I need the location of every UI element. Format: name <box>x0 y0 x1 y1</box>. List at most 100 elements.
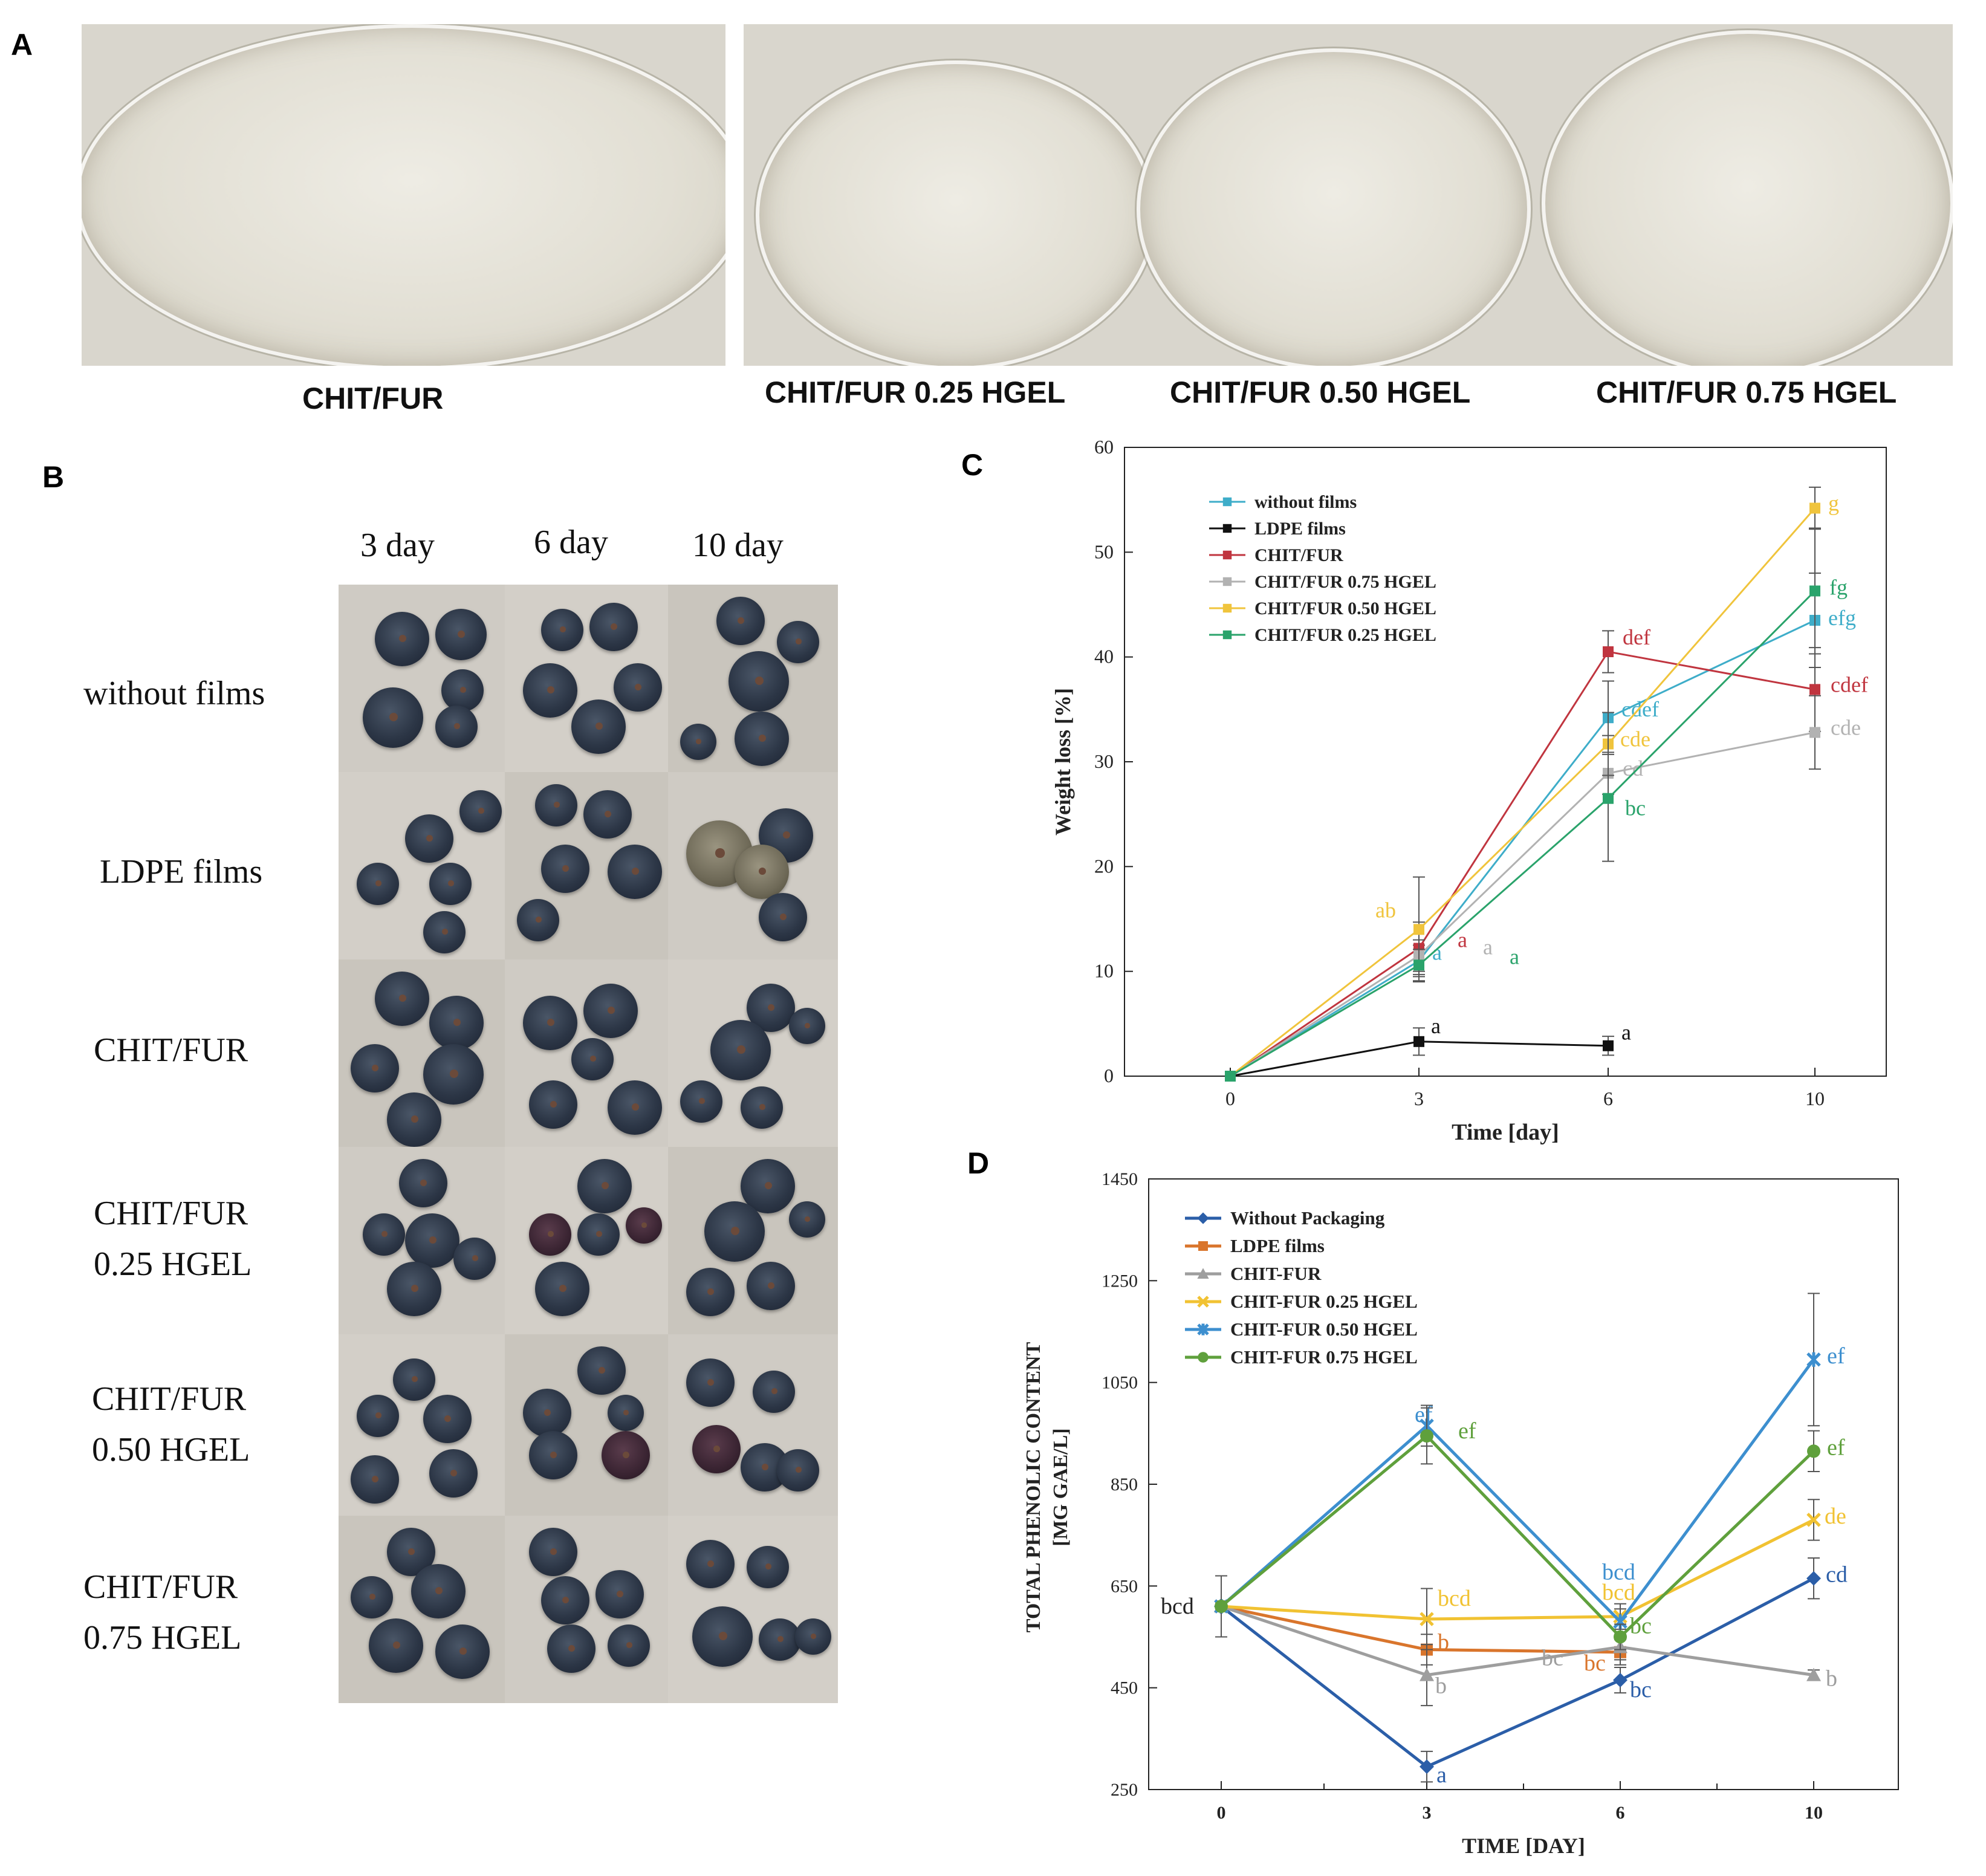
berry-cell <box>339 959 505 1147</box>
col-head-6-day: 6 day <box>534 524 608 561</box>
significance-label: b <box>1826 1666 1837 1692</box>
y-axis-label-line1: TOTAL PHENOLIC CONTENT <box>1022 1342 1045 1632</box>
significance-label: ef <box>1827 1343 1845 1369</box>
data-point <box>1809 502 1820 514</box>
blueberry <box>375 972 429 1026</box>
significance-label: def <box>1623 625 1650 649</box>
blueberry <box>429 1449 478 1498</box>
y-tick-label: 40 <box>1094 646 1114 667</box>
significance-label: b <box>1438 1630 1449 1655</box>
legend: Without Packaging LDPE films CHIT-FUR CHIT-… <box>1185 1207 1418 1368</box>
blueberry <box>777 621 819 663</box>
x-tick-label: 3 <box>1414 1088 1424 1109</box>
data-point <box>1222 550 1232 560</box>
blueberry <box>351 1576 393 1618</box>
blueberry <box>535 1262 589 1316</box>
x-tick-label: 6 <box>1603 1088 1613 1109</box>
x-tick-label: 10 <box>1805 1088 1825 1109</box>
data-point <box>1413 1036 1424 1047</box>
dish-caption-050-hgel: CHIT/FUR 0.50 HGEL <box>1170 375 1471 409</box>
y-tick-label: 1250 <box>1102 1271 1138 1291</box>
y-tick-label: 650 <box>1111 1576 1138 1596</box>
data-point <box>1215 1600 1228 1613</box>
blueberry <box>735 712 789 766</box>
blueberry <box>541 609 583 651</box>
blueberry <box>686 1358 735 1407</box>
blueberry <box>680 1080 722 1123</box>
x-tick-label: 3 <box>1423 1803 1432 1823</box>
significance-label: ab <box>1375 898 1396 922</box>
significance-label: a <box>1621 1021 1631 1045</box>
berry-cell <box>339 1334 505 1516</box>
blueberry <box>441 669 484 712</box>
series-line <box>1220 1433 1815 1640</box>
significance-label: cd <box>1826 1562 1848 1588</box>
blueberry <box>529 1080 577 1129</box>
blueberry <box>692 1606 753 1667</box>
series-line <box>1230 590 1816 1077</box>
series-3: a cd cde <box>1225 695 1861 1082</box>
data-point <box>1222 603 1232 613</box>
significance-label: bc <box>1584 1650 1606 1676</box>
blueberry <box>759 1618 801 1661</box>
blueberry <box>369 1618 423 1673</box>
blueberry <box>393 1358 435 1401</box>
significance-label: fg <box>1829 575 1848 599</box>
blueberry <box>577 1346 626 1395</box>
significance-label: bcd <box>1602 1559 1635 1585</box>
data-point <box>1198 1241 1208 1251</box>
significance-label: a <box>1458 928 1467 952</box>
blueberry <box>577 1159 632 1213</box>
series-line <box>1230 731 1816 1077</box>
blueberry <box>741 1159 795 1213</box>
blueberry <box>523 996 577 1050</box>
y-tick-label: 20 <box>1094 855 1114 877</box>
blueberry <box>429 863 472 905</box>
blueberry <box>747 1262 795 1310</box>
data-point <box>1806 1513 1821 1527</box>
blueberry <box>614 663 662 712</box>
blueberry <box>411 1564 466 1618</box>
blueberry <box>626 1207 662 1244</box>
x-axis-label: Time [day] <box>1452 1120 1559 1145</box>
blueberry <box>789 1201 825 1238</box>
significance-label: efg <box>1828 606 1856 630</box>
blueberry <box>535 784 577 826</box>
berry-cell <box>339 772 505 959</box>
petri-dish-050-hgel <box>1137 48 1531 366</box>
plot-frame <box>1124 447 1887 1077</box>
data-point <box>1613 1673 1627 1688</box>
legend-label: Without Packaging <box>1230 1207 1385 1228</box>
blueberry <box>686 1540 735 1588</box>
blueberry <box>405 814 453 863</box>
x-axis-label: TIME [DAY] <box>1462 1834 1585 1858</box>
significance-label: b <box>1435 1673 1447 1699</box>
legend-label: CHIT/FUR 0.25 HGEL <box>1254 625 1436 645</box>
significance-label: de <box>1825 1504 1846 1529</box>
col-head-3-day: 3 day <box>360 527 435 564</box>
blueberry <box>595 1570 644 1618</box>
blueberry <box>541 845 589 893</box>
y-tick-label: 1450 <box>1102 1169 1138 1189</box>
data-point <box>1420 1667 1434 1681</box>
legend-label: CHIT-FUR 0.25 HGEL <box>1230 1291 1418 1312</box>
blueberry <box>602 1431 650 1479</box>
series-line <box>1230 619 1816 1077</box>
significance-label: ef <box>1458 1418 1476 1444</box>
blueberry <box>577 1213 620 1256</box>
blueberry <box>435 706 478 748</box>
data-point <box>1225 1071 1236 1082</box>
chart-phenolic-content: 250 450 650 850 1050 1250 1450 0 3 6 10 TIME [DAY] a… <box>1022 1169 1899 1858</box>
data-point <box>1198 1352 1209 1363</box>
row-label-ldpe-films: LDPE films <box>100 853 263 891</box>
blueberry <box>351 1455 399 1504</box>
series-line <box>1230 507 1816 1077</box>
blueberry <box>363 1213 405 1256</box>
data-point <box>1420 1759 1434 1774</box>
legend-label: CHIT-FUR 0.75 HGEL <box>1230 1346 1418 1368</box>
berry-cell <box>668 959 838 1147</box>
data-point <box>1809 585 1820 597</box>
series-4: ab cde g <box>1225 486 1839 1082</box>
significance-label: a <box>1510 944 1519 969</box>
